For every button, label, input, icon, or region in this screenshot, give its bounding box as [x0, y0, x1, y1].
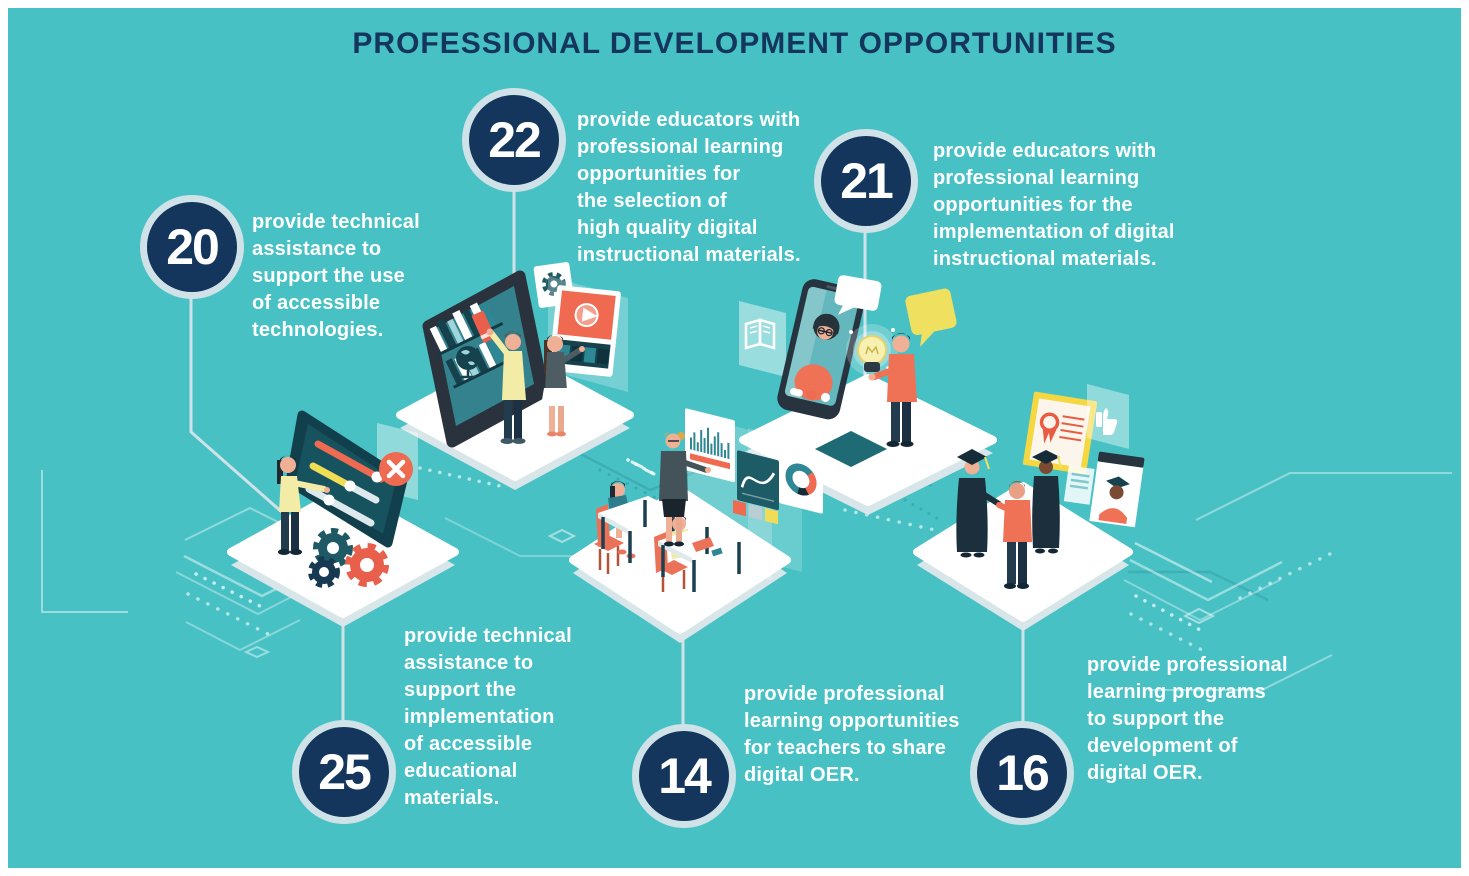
slider-controls — [305, 440, 385, 527]
graduate-right — [1032, 450, 1062, 554]
badge-number: 14 — [658, 748, 712, 804]
graduate-profile-card — [1063, 451, 1145, 528]
speech-bubble-yellow-icon — [905, 288, 957, 347]
thumbs-up-icon — [1096, 408, 1118, 435]
person-adjusting-sliders — [277, 455, 330, 555]
number-badge-20: 20 — [140, 195, 244, 299]
open-book-card — [739, 301, 786, 377]
settings-screen — [285, 410, 408, 548]
caller-portrait — [783, 285, 840, 402]
badge-number: 22 — [488, 112, 542, 168]
person-reaching-book — [486, 328, 526, 444]
accessibility-settings-scene — [227, 410, 459, 627]
play-icon — [581, 307, 598, 322]
teacher-presenting — [630, 430, 711, 547]
donut-chart-card — [779, 447, 823, 514]
callout-text-25: provide technical assistance to support … — [404, 625, 572, 809]
folder-icon — [692, 537, 714, 552]
number-badge-16: 16 — [970, 721, 1074, 825]
gears-icon — [308, 528, 389, 588]
badge-number: 21 — [840, 153, 894, 209]
graduate-photo — [1098, 476, 1130, 525]
number-badge-22: 22 — [462, 88, 566, 192]
open-book-icon — [744, 318, 776, 350]
callout-text-20: provide technical assistance to support … — [252, 211, 420, 341]
speech-bubble-white-icon — [834, 275, 882, 315]
swatch-squares — [733, 500, 778, 525]
callout-text-22: provide educators with professional lear… — [577, 109, 801, 266]
badge-number: 25 — [318, 744, 372, 800]
video-player-card — [548, 285, 621, 377]
connector-20 — [189, 250, 293, 523]
graduation-cap-icon — [1106, 476, 1130, 489]
person-congratulating — [996, 480, 1032, 589]
x-badge-icon — [379, 452, 413, 486]
bar-chart-card — [685, 408, 735, 483]
number-badge-14: 14 — [632, 724, 736, 828]
number-badge-25: 25 — [292, 720, 396, 824]
video-call-scene — [739, 275, 997, 515]
line-chart-card — [737, 450, 779, 511]
badge-number: 16 — [996, 745, 1050, 801]
teal-mat — [815, 431, 887, 467]
digital-library-scene — [396, 262, 634, 490]
graduation-scene — [913, 384, 1145, 631]
callout-text-21: provide educators with professional lear… — [933, 140, 1175, 270]
badge-number: 20 — [166, 219, 220, 275]
classroom-presentation-scene — [569, 408, 823, 643]
video-call-phone — [777, 279, 866, 420]
phone-icon — [711, 547, 723, 557]
number-badge-21: 21 — [814, 129, 918, 233]
thumbs-up-card — [1087, 384, 1129, 449]
callout-text-14: provide professional learning opportunit… — [744, 683, 960, 786]
globe-icon — [456, 346, 480, 379]
person-pointing-video — [541, 334, 585, 437]
person-holding-lightbulb — [868, 332, 917, 447]
lightbulb-icon — [846, 324, 898, 376]
page-title: PROFESSIONAL DEVELOPMENT OPPORTUNITIES — [352, 27, 1117, 60]
callout-text-16: provide professional learning programs t… — [1087, 654, 1288, 784]
desk-student-reading — [594, 481, 678, 574]
